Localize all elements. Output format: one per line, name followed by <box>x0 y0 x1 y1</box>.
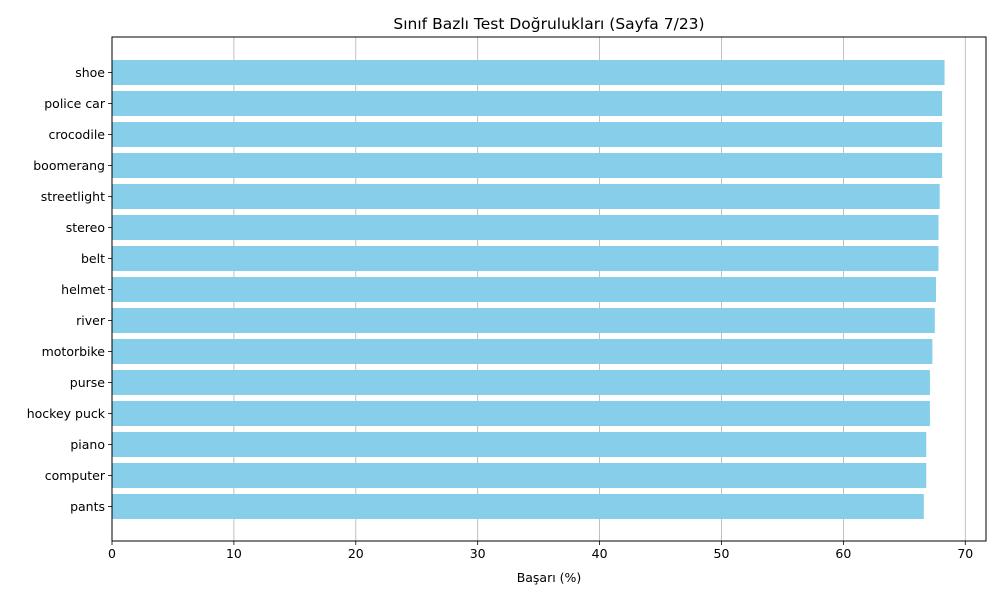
bar-belt <box>112 246 939 271</box>
bar-river <box>112 308 935 333</box>
y-tick-label-police-car: police car <box>44 96 106 111</box>
chart-title: Sınıf Bazlı Test Doğrulukları (Sayfa 7/2… <box>393 15 704 33</box>
y-tick-label-crocodile: crocodile <box>49 127 106 142</box>
bar-purse <box>112 370 930 395</box>
x-tick-label-2: 20 <box>348 546 364 561</box>
y-tick-label-motorbike: motorbike <box>42 344 106 359</box>
x-tick-label-7: 70 <box>957 546 973 561</box>
y-tick-labels: shoe police car crocodile boomerang streetli… <box>27 65 112 514</box>
x-tick-label-6: 60 <box>835 546 851 561</box>
bar-stereo <box>112 215 939 240</box>
x-tick-label-5: 50 <box>714 546 730 561</box>
y-tick-label-computer: computer <box>45 468 106 483</box>
bar-police-car <box>112 91 943 116</box>
y-tick-label-helmet: helmet <box>61 282 105 297</box>
y-tick-label-belt: belt <box>81 251 105 266</box>
y-tick-label-purse: purse <box>70 375 106 390</box>
bars <box>112 60 945 519</box>
bar-motorbike <box>112 339 933 364</box>
x-tick-label-0: 0 <box>108 546 116 561</box>
bar-crocodile <box>112 122 943 147</box>
x-tick-label-4: 40 <box>592 546 608 561</box>
y-tick-label-hockey-puck: hockey puck <box>27 406 106 421</box>
bar-computer <box>112 463 927 488</box>
bar-hockey-puck <box>112 401 930 426</box>
bar-piano <box>112 432 927 457</box>
bar-streetlight <box>112 184 940 209</box>
y-tick-label-boomerang: boomerang <box>33 158 105 173</box>
y-tick-label-shoe: shoe <box>75 65 105 80</box>
x-tick-labels: 0 10 20 30 40 50 60 70 <box>108 541 973 561</box>
bar-helmet <box>112 277 937 302</box>
y-tick-label-pants: pants <box>70 499 105 514</box>
x-tick-label-3: 30 <box>470 546 486 561</box>
bar-shoe <box>112 60 945 85</box>
x-axis-label: Başarı (%) <box>517 570 582 585</box>
y-tick-label-piano: piano <box>70 437 105 452</box>
x-tick-label-1: 10 <box>226 546 242 561</box>
bar-pants <box>112 494 924 519</box>
y-tick-label-river: river <box>76 313 106 328</box>
y-tick-label-stereo: stereo <box>66 220 105 235</box>
y-tick-label-streetlight: streetlight <box>41 189 105 204</box>
plot-frame <box>111 36 987 542</box>
bar-boomerang <box>112 153 943 178</box>
